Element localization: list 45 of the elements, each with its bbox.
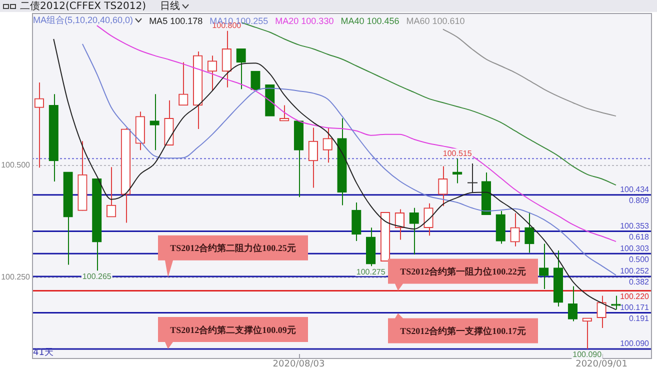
annotation: 100.090	[572, 350, 602, 360]
candlestick	[409, 207, 419, 255]
candlestick	[279, 104, 290, 122]
text: MA20 100.330	[275, 16, 334, 26]
text: MA40 100.456	[340, 16, 400, 26]
candlestick	[322, 127, 332, 164]
chart-subtitle: 日线	[160, 0, 180, 13]
candlestick	[452, 158, 462, 184]
ref-line-label: 100.171 0.191	[620, 302, 650, 323]
annotation: TS2012合约第二支撑位100.09元	[170, 324, 296, 335]
candlestick	[539, 243, 549, 290]
legend-title: MA组合(5,10,20,40,60,0)	[33, 14, 134, 27]
annotation: 100.275	[356, 267, 386, 276]
text: MA5 100.178	[149, 16, 203, 26]
x-tick-label: 2020/09/01	[576, 360, 628, 369]
candlestick	[524, 212, 534, 254]
candlestick	[150, 94, 160, 151]
candlestick	[467, 163, 478, 194]
annotation: 41天	[33, 346, 54, 358]
ref-line-label: 100.252 0.382	[620, 266, 650, 287]
annotation: 100.515	[442, 148, 472, 158]
ref-line-label: 100.434 0.809	[620, 185, 650, 206]
candlestick	[178, 62, 188, 106]
ref-line-label: 100.090	[620, 339, 650, 348]
ref-line-label: 100.220	[620, 292, 650, 301]
candlestick	[207, 55, 218, 92]
annotation: TS2012合约第一阻力位100.22元	[400, 266, 526, 277]
candlestick	[106, 166, 116, 218]
chart-title: 二债2012(CFFEX TS2012)	[20, 0, 146, 13]
candlestick	[424, 202, 434, 236]
ref-line-label: 100.353 0.618	[620, 221, 650, 242]
y-tick-label: 100.250	[1, 272, 31, 282]
annotation: TS2012合约第二阻力位100.25元	[170, 243, 296, 254]
candlestick	[438, 166, 448, 207]
candlestick	[510, 212, 520, 247]
annotation: TS2012合约第一支撑位100.17元	[400, 326, 526, 336]
series-label: MA60 100.610	[406, 16, 465, 26]
annotation: 100.265	[82, 272, 112, 281]
candlestick	[250, 70, 260, 90]
line-series	[442, 28, 616, 117]
y-tick-label: 100.500	[1, 160, 31, 170]
candlestick	[352, 202, 362, 242]
x-tick-label: 2020/08/03	[272, 360, 325, 369]
candlestick	[308, 127, 318, 188]
ref-line-label: 100.303 0.500	[620, 244, 650, 264]
